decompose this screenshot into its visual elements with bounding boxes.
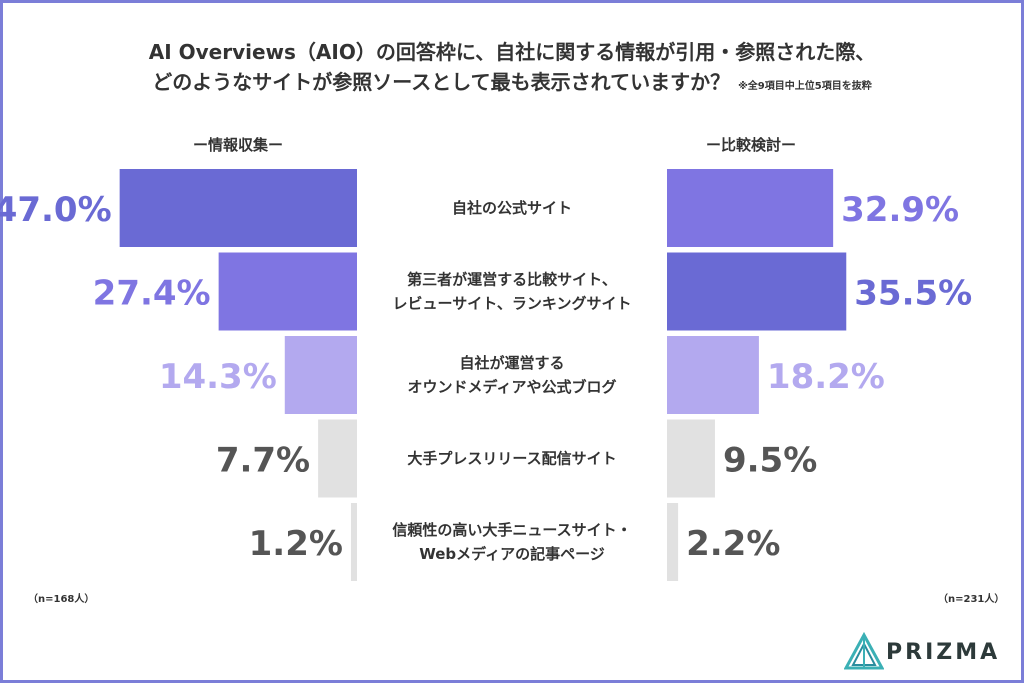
right-bar-4 <box>667 419 715 498</box>
left-panel-label: ー情報収集ー <box>193 136 284 154</box>
category-label-5-line-1: 信頼性の高い大手ニュースサイト・ <box>392 521 631 539</box>
right-value-label-2: 35.5% <box>854 274 972 314</box>
prizma-logo: PRIZMA <box>840 630 1010 674</box>
chart-note: ※全9項目中上位5項目を抜粋 <box>738 81 872 92</box>
category-label-2-line-1: 第三者が運営する比較サイト、 <box>407 271 617 289</box>
category-label-1-line-1: 自社の公式サイト <box>452 199 572 217</box>
right-bar-3 <box>667 336 759 414</box>
right-value-label-5: 2.2% <box>686 524 780 564</box>
prizma-logo-text: PRIZMA <box>886 640 1001 665</box>
left-bar-3 <box>284 336 357 414</box>
left-value-label-2: 27.4% <box>93 274 211 314</box>
left-sample-size: （n=168人） <box>28 594 95 605</box>
left-value-label-3: 14.3% <box>159 357 277 397</box>
category-label-4-line-1: 大手プレスリリース配信サイト <box>407 450 616 468</box>
right-sample-size: （n=231人） <box>938 594 1005 605</box>
left-value-label-5: 1.2% <box>249 524 343 564</box>
left-bar-2 <box>218 252 357 331</box>
chart-title-line-2: どのようなサイトが参照ソースとして最も表示されていますか？ ※全9項目中上位5項目… <box>0 66 1024 95</box>
chart-title-line-2-text: どのようなサイトが参照ソースとして最も表示されていますか？ <box>152 70 731 94</box>
left-value-label-1: 47.0% <box>0 190 112 230</box>
right-bar-5 <box>667 503 679 581</box>
prizma-logo-icon <box>844 632 884 670</box>
category-label-3-line-2: オウンドメディアや公式ブログ <box>408 378 617 396</box>
right-bar-1 <box>667 169 834 247</box>
right-bar-2 <box>667 252 847 331</box>
right-value-label-1: 32.9% <box>841 190 959 230</box>
chart-title-line-1: AI Overviews（AIO）の回答枠に、自社に関する情報が引用・参照された… <box>148 40 876 64</box>
right-value-label-3: 18.2% <box>767 357 885 397</box>
left-bar-5 <box>350 503 357 581</box>
category-label-2-line-2: レビューサイト、ランキングサイト <box>393 295 632 313</box>
left-bar-4 <box>318 419 357 498</box>
left-bar-1 <box>119 169 358 247</box>
right-panel-label: ー比較検討ー <box>706 136 797 154</box>
left-value-label-4: 7.7% <box>216 441 310 481</box>
category-label-5-line-2: Webメディアの記事ページ <box>419 545 605 563</box>
right-value-label-4: 9.5% <box>723 441 817 481</box>
category-label-3-line-1: 自社が運営する <box>459 354 564 372</box>
